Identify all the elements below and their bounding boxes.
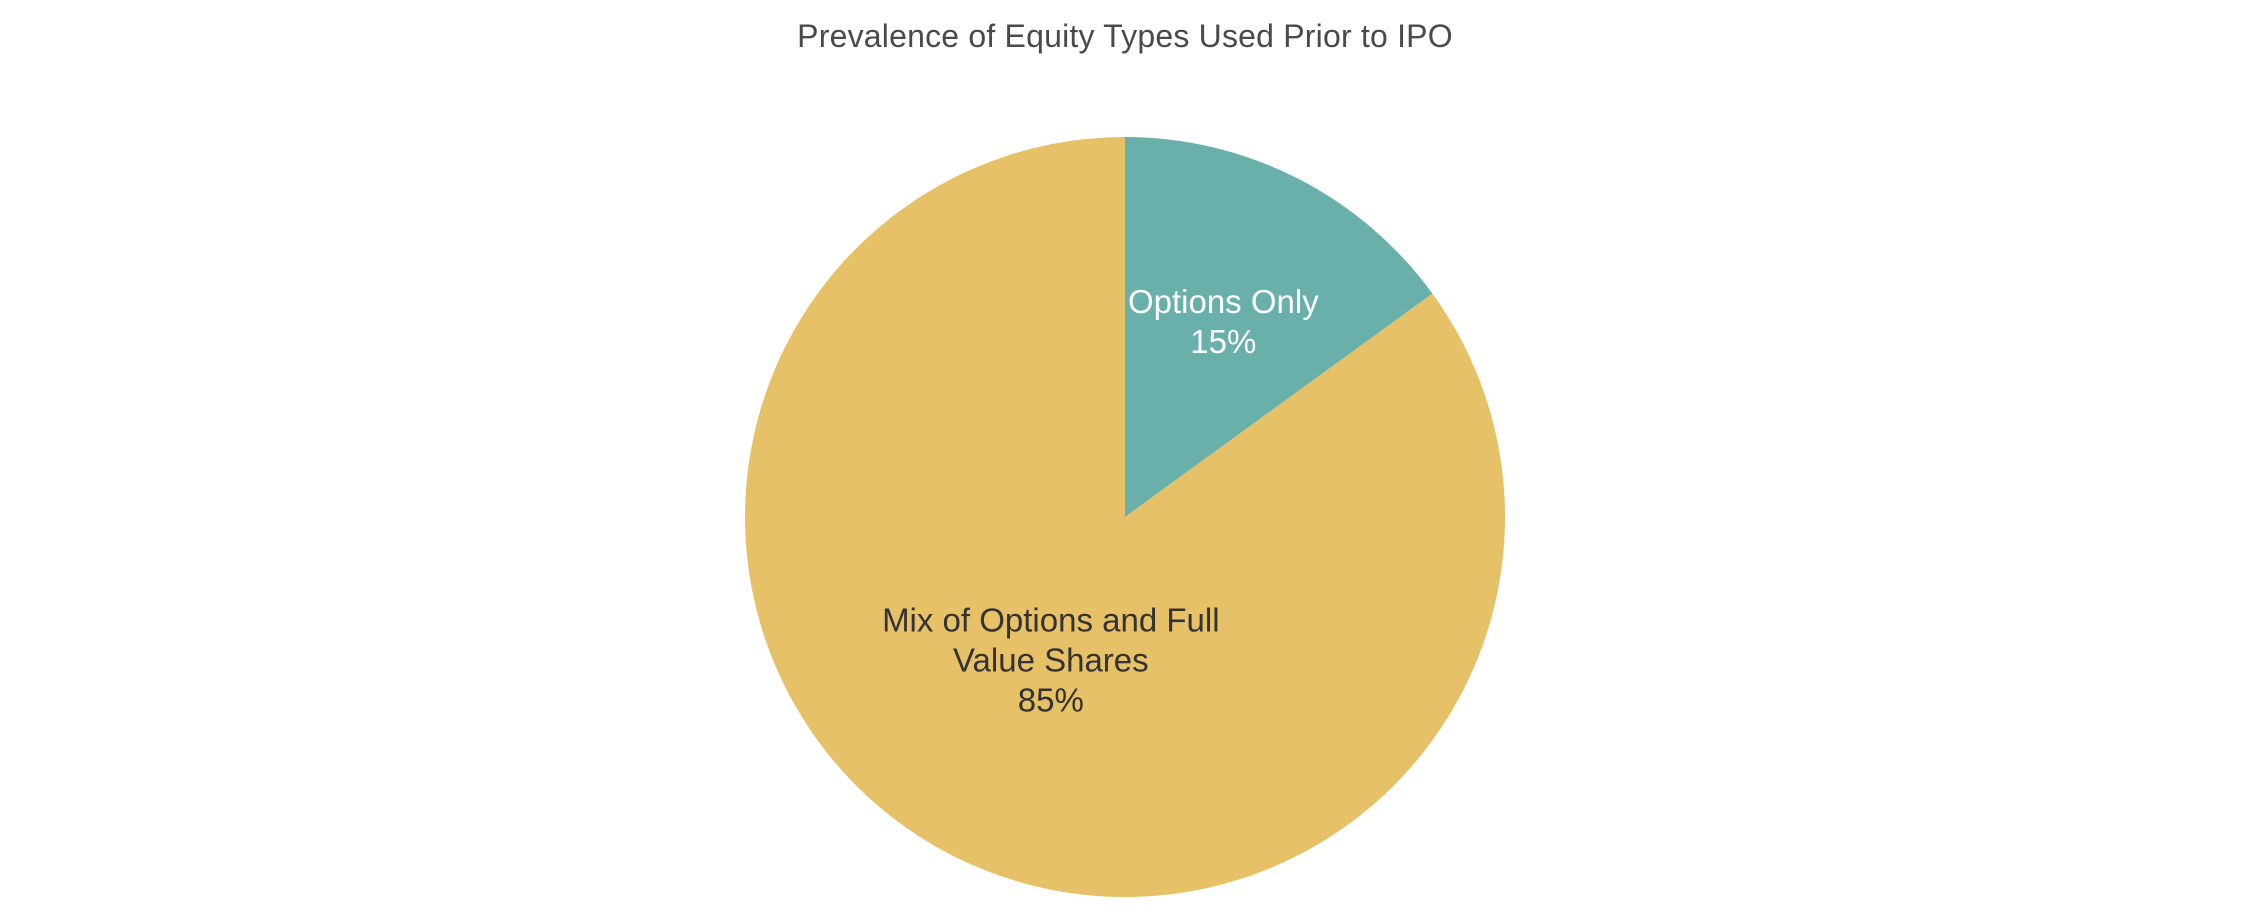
pie-slice-2 <box>745 137 1506 897</box>
pie-slice-label-2: Mix of Options and Full Value Shares 85% <box>882 601 1219 718</box>
pie-slice-label-1: Options Only 15% <box>1128 283 1319 360</box>
chart-title: Prevalence of Equity Types Used Prior to… <box>797 18 1453 54</box>
slice-value-label: 15% <box>1190 323 1256 360</box>
slice-category-label: Options Only <box>1128 283 1319 320</box>
pie-slice-1 <box>1125 137 1433 517</box>
pie-slices <box>745 137 1506 897</box>
slice-value-label: 85% <box>1018 681 1084 718</box>
slice-category-label: Mix of Options and Full <box>882 601 1219 638</box>
slice-category-label: Value Shares <box>953 641 1149 678</box>
pie-labels: Options Only 15% Mix of Options and Full Va… <box>882 283 1319 719</box>
